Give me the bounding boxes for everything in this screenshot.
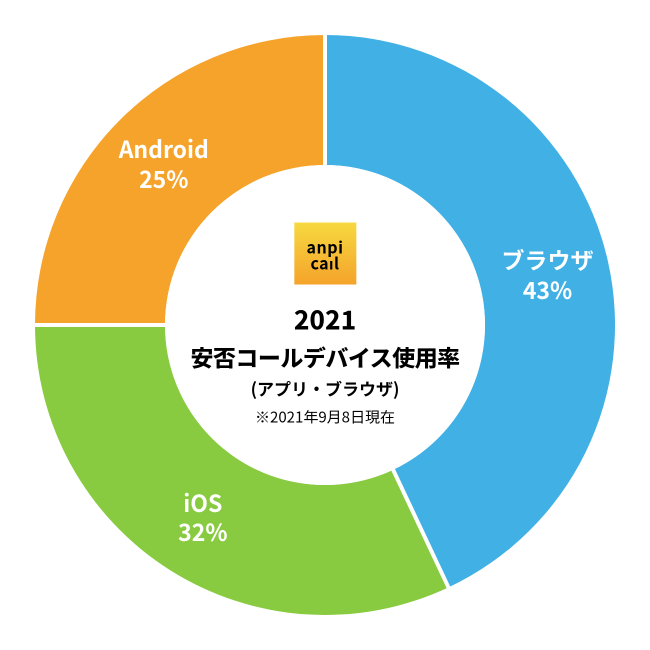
slice-label: iOS32% — [178, 488, 227, 548]
slice-label-value: 32% — [178, 518, 227, 548]
slice-label: Android25% — [119, 134, 209, 194]
slice-label-name: ブラウザ — [502, 245, 594, 275]
donut-chart: anpi caıl 2021 安否コールデバイス使用率 (アプリ・ブラウザ) ※… — [0, 0, 650, 650]
slice-label-name: Android — [119, 134, 209, 164]
slice-label: ブラウザ43% — [502, 245, 594, 305]
logo-line-2: caıl — [310, 255, 339, 271]
anpicall-logo: anpi caıl — [294, 223, 356, 285]
slice-label-value: 25% — [119, 164, 209, 194]
slice-label-value: 43% — [502, 275, 594, 305]
center-subtitle: (アプリ・ブラウザ) — [190, 376, 459, 401]
slice-label-name: iOS — [178, 488, 227, 518]
center-note: ※2021年9月8日現在 — [190, 407, 459, 428]
center-title: 安否コールデバイス使用率 — [190, 340, 459, 374]
center-year: 2021 — [190, 301, 459, 338]
chart-center: anpi caıl 2021 安否コールデバイス使用率 (アプリ・ブラウザ) ※… — [190, 223, 459, 428]
